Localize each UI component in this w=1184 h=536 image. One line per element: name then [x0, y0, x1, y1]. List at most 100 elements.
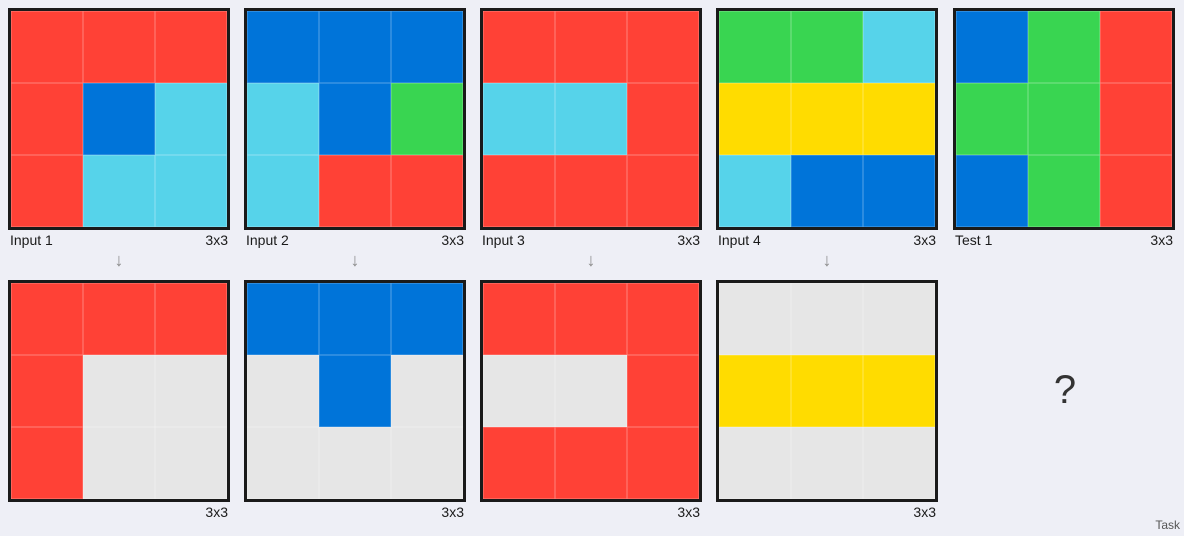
grid-cell	[1100, 11, 1172, 83]
grid-cell	[247, 427, 319, 499]
grid-cell	[319, 83, 391, 155]
grid-cell	[83, 83, 155, 155]
grid-cell	[627, 355, 699, 427]
grid-cell	[719, 11, 791, 83]
grid-cell	[555, 427, 627, 499]
grid-cell	[483, 83, 555, 155]
grid-size: 3x3	[677, 232, 700, 248]
grid-caption: 3x3	[480, 504, 702, 520]
grid-cell	[956, 11, 1028, 83]
grid-cell	[391, 283, 463, 355]
grid-size: 3x3	[441, 232, 464, 248]
grid-cell	[627, 83, 699, 155]
grid-cell	[555, 83, 627, 155]
grid-cell	[791, 83, 863, 155]
grid-caption: Input 2 3x3	[244, 232, 466, 248]
grid-label: Input 2	[246, 232, 289, 248]
down-arrow-icon: ↓	[586, 250, 596, 270]
input-grid	[8, 8, 230, 230]
grid-cell	[83, 355, 155, 427]
grid-cell	[319, 11, 391, 83]
grid-cell	[11, 283, 83, 355]
grid-caption: 3x3	[244, 504, 466, 520]
grid-cell	[1100, 83, 1172, 155]
test-input-grid	[953, 8, 1175, 230]
grid-label: Input 4	[718, 232, 761, 248]
output-panel: 3x3	[244, 280, 466, 520]
grid-label: Test 1	[955, 232, 993, 248]
output-grid	[8, 280, 230, 502]
input-panel: Input 2 3x3	[244, 8, 466, 248]
grid-cell	[555, 155, 627, 227]
grid-cell	[791, 355, 863, 427]
grid-cell	[555, 11, 627, 83]
input-panel: Input 3 3x3	[480, 8, 702, 248]
input-grid	[716, 8, 938, 230]
output-grid	[244, 280, 466, 502]
grid-cell	[155, 283, 227, 355]
grid-cell	[627, 11, 699, 83]
grid-cell	[83, 155, 155, 227]
grid-cell	[391, 11, 463, 83]
grid-cell	[247, 283, 319, 355]
grid-cell	[1028, 83, 1100, 155]
grid-caption: Input 4 3x3	[716, 232, 938, 248]
grid-cell	[83, 427, 155, 499]
grid-cell	[719, 355, 791, 427]
grid-cell	[791, 427, 863, 499]
grid-cell	[155, 155, 227, 227]
grid-cell	[247, 11, 319, 83]
grid-size: 3x3	[205, 232, 228, 248]
grid-cell	[863, 11, 935, 83]
grid-cell	[319, 355, 391, 427]
output-grid	[480, 280, 702, 502]
grid-cell	[483, 427, 555, 499]
down-arrow-icon: ↓	[822, 250, 832, 270]
down-arrow-icon: ↓	[114, 250, 124, 270]
unknown-output-mark: ?	[1053, 368, 1077, 412]
grid-cell	[483, 283, 555, 355]
grid-cell	[555, 283, 627, 355]
grid-size: 3x3	[1150, 232, 1173, 248]
grid-caption: Test 1 3x3	[953, 232, 1175, 248]
grid-cell	[391, 83, 463, 155]
input-grid	[480, 8, 702, 230]
grid-cell	[155, 355, 227, 427]
grid-cell	[1100, 155, 1172, 227]
output-panel: 3x3	[8, 280, 230, 520]
task-footer-label: Task	[1155, 518, 1180, 532]
grid-cell	[247, 83, 319, 155]
grid-caption: Input 3 3x3	[480, 232, 702, 248]
grid-cell	[627, 283, 699, 355]
input-panel: Input 4 3x3	[716, 8, 938, 248]
test-panel: Test 1 3x3	[953, 8, 1175, 248]
grid-cell	[11, 355, 83, 427]
grid-cell	[319, 283, 391, 355]
grid-cell	[863, 427, 935, 499]
grid-cell	[483, 11, 555, 83]
grid-cell	[155, 427, 227, 499]
output-grid	[716, 280, 938, 502]
grid-size: 3x3	[913, 232, 936, 248]
grid-cell	[956, 155, 1028, 227]
grid-cell	[863, 83, 935, 155]
grid-cell	[319, 155, 391, 227]
grid-cell	[1028, 11, 1100, 83]
grid-cell	[155, 83, 227, 155]
grid-size: 3x3	[913, 504, 936, 520]
grid-size: 3x3	[677, 504, 700, 520]
grid-cell	[11, 11, 83, 83]
grid-cell	[863, 355, 935, 427]
grid-cell	[247, 355, 319, 427]
grid-cell	[627, 155, 699, 227]
output-panel: 3x3	[480, 280, 702, 520]
grid-caption: 3x3	[8, 504, 230, 520]
grid-cell	[83, 11, 155, 83]
input-panel: Input 1 3x3	[8, 8, 230, 248]
grid-cell	[791, 11, 863, 83]
grid-cell	[863, 155, 935, 227]
grid-cell	[391, 427, 463, 499]
grid-cell	[791, 283, 863, 355]
grid-cell	[791, 155, 863, 227]
grid-cell	[483, 155, 555, 227]
